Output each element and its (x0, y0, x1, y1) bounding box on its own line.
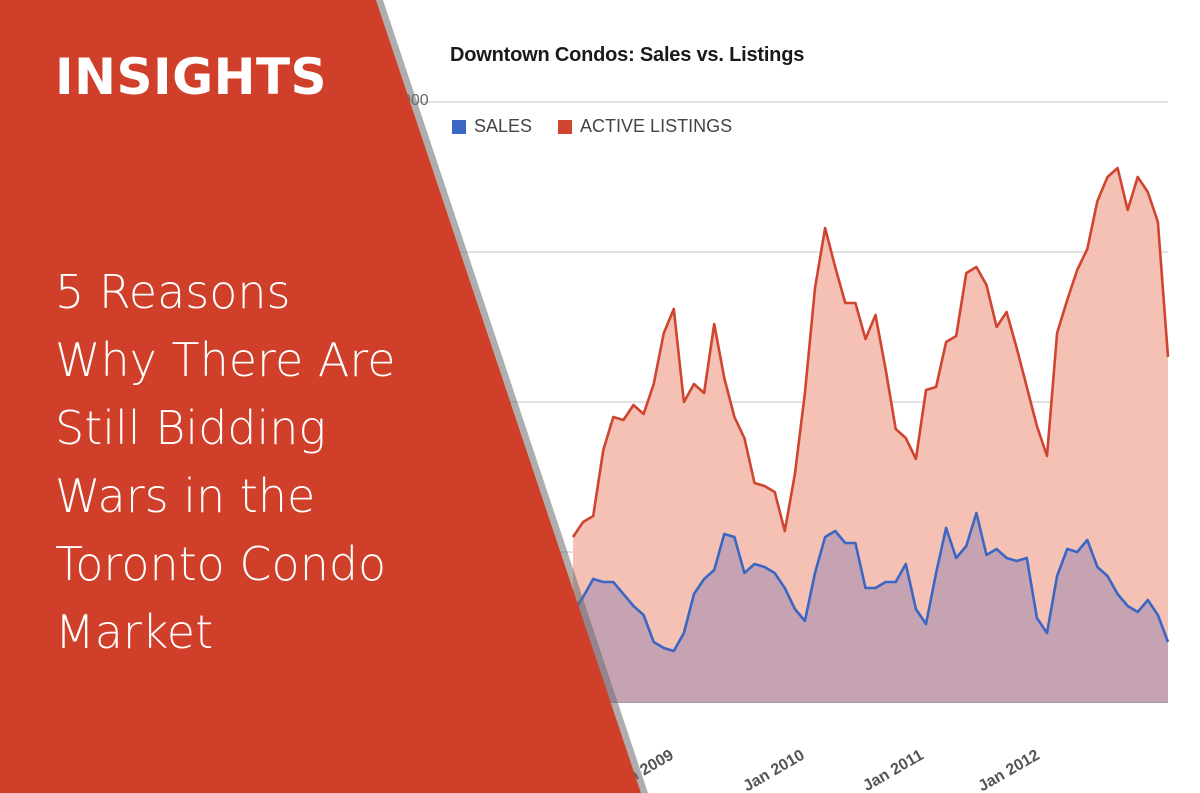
line-sales (571, 511, 1170, 653)
legend-label-sales: SALES (474, 116, 533, 136)
headline-line: Market (55, 605, 214, 659)
headline-line: Still Bidding (55, 401, 327, 455)
legend-item-sales: SALES (452, 116, 532, 137)
y-tick-label: 000 (402, 92, 429, 109)
headline-line: 5 Reasons (55, 265, 291, 319)
headline: 5 Reasons Why There Are Still Bidding Wa… (55, 258, 525, 666)
headline-line: Toronto Condo (55, 537, 387, 591)
category-label: INSIGHTS (55, 48, 328, 106)
x-tick-label: Jan 2010 (740, 747, 807, 793)
legend-swatch-sales (452, 119, 466, 134)
x-tick-label: Jan 2011 (860, 747, 926, 793)
legend-label-active-listings: ACTIVE LISTINGS (580, 116, 733, 136)
legend-swatch-active-listings (558, 119, 573, 134)
line-active-listings (571, 166, 1170, 538)
x-tick-label: Jan 2012 (976, 747, 1043, 793)
chart-title: Downtown Condos: Sales vs. Listings (450, 44, 805, 66)
headline-line: Why There Are (55, 333, 396, 387)
headline-line: Wars in the (55, 469, 316, 523)
legend-item-active-listings: ACTIVE LISTINGS (558, 116, 732, 137)
x-tick-label: Jan 2009 (610, 747, 677, 793)
chart-legend: SALES ACTIVE LISTINGS (452, 116, 758, 137)
